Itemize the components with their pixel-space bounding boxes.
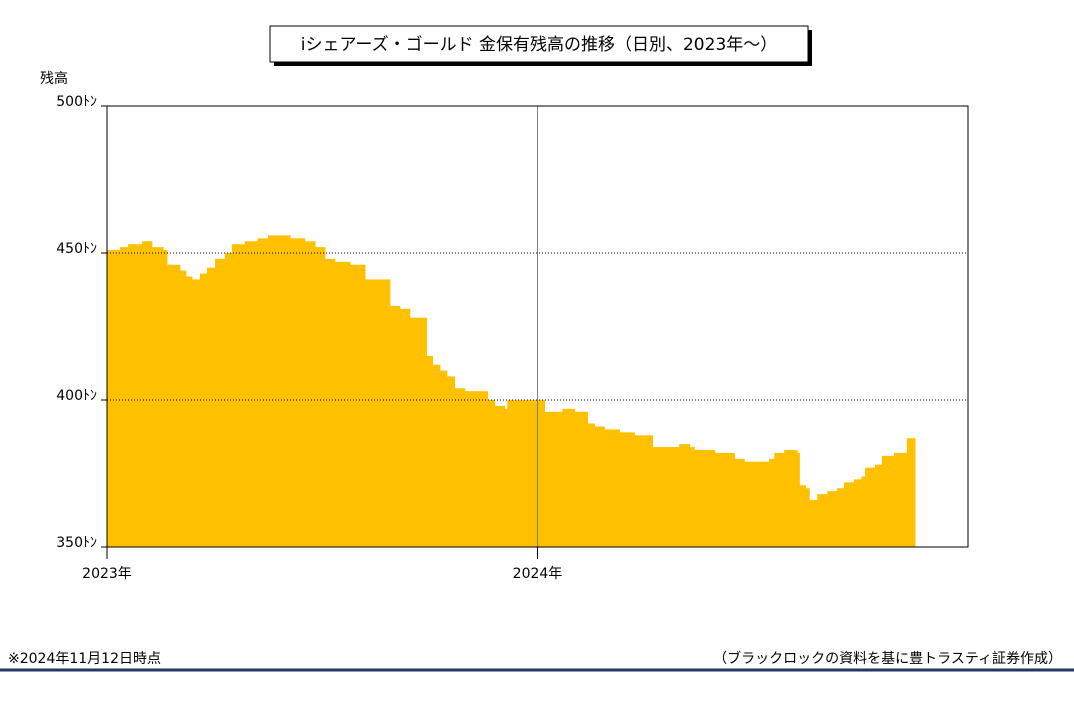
area-step — [809, 499, 818, 547]
area-step — [244, 241, 259, 548]
area-step — [604, 429, 620, 547]
area-step — [865, 467, 876, 547]
area-step — [257, 238, 269, 548]
area-step — [151, 247, 164, 547]
area-step — [559, 411, 564, 547]
area-step — [432, 364, 441, 547]
area-step — [284, 235, 291, 548]
area-step — [128, 244, 143, 547]
y-tick-label: 500ﾄﾝ — [56, 94, 97, 110]
area-step — [797, 452, 800, 547]
area-step — [594, 426, 605, 547]
area-step — [893, 452, 908, 547]
area-step — [774, 452, 785, 547]
area-step — [119, 247, 129, 547]
area-step — [652, 447, 675, 547]
area-step — [384, 279, 391, 547]
area-step — [906, 438, 914, 547]
area-step — [289, 238, 306, 548]
area-step — [409, 317, 428, 547]
area-step — [349, 264, 366, 547]
y-axis-label: 残高 — [40, 70, 68, 87]
area-step — [694, 449, 716, 547]
area-step — [634, 435, 651, 547]
area-step — [744, 461, 770, 547]
area-step — [881, 455, 895, 547]
area-step — [844, 482, 855, 547]
area-step — [426, 355, 434, 547]
area-step — [179, 270, 187, 547]
area-step — [231, 244, 246, 547]
plot-frame — [106, 105, 969, 548]
area-step — [446, 376, 456, 547]
area-step — [268, 235, 286, 548]
area-step — [769, 458, 775, 547]
area-step — [679, 444, 691, 547]
area-step — [439, 370, 448, 547]
area-step — [479, 391, 489, 547]
area-step — [324, 258, 336, 547]
area-step — [714, 452, 735, 547]
area-step — [399, 308, 411, 547]
x-tick-label: 2023年 — [82, 566, 132, 582]
area-step — [649, 435, 654, 547]
area-step — [185, 276, 193, 547]
area-step — [837, 488, 845, 547]
area-step — [334, 261, 351, 547]
area-step — [454, 388, 466, 547]
area-step — [784, 449, 798, 547]
source: （ブラックロックの資料を基に豊トラスティ証券作成） — [713, 650, 1062, 667]
area-step — [464, 391, 480, 547]
area-step — [166, 264, 181, 547]
area-step — [206, 267, 216, 547]
area-step — [853, 479, 862, 547]
x-tick-label: 2024年 — [513, 566, 563, 582]
area-step — [364, 279, 386, 547]
area-step — [861, 476, 866, 547]
y-tick-label: 400ﾄﾝ — [56, 388, 97, 404]
area-step — [817, 494, 828, 547]
area-step — [539, 400, 545, 547]
area-step — [314, 247, 326, 547]
area-step — [805, 488, 810, 547]
title-box — [269, 25, 809, 63]
area-step — [494, 405, 505, 547]
area-step — [827, 491, 838, 547]
area-step — [199, 273, 208, 547]
area-step — [507, 400, 541, 547]
note: ※2024年11月12日時点 — [8, 651, 161, 667]
area-step — [619, 432, 635, 547]
area-step — [562, 408, 576, 547]
area-step — [191, 279, 201, 547]
area-step — [162, 250, 168, 547]
area-step — [544, 411, 561, 547]
area-step — [504, 408, 508, 547]
area-step — [141, 241, 153, 548]
area-step — [487, 400, 496, 547]
area-step — [734, 458, 745, 547]
area-step — [224, 253, 233, 547]
area-step — [304, 241, 316, 548]
area-step — [389, 305, 401, 547]
area-step — [912, 438, 916, 547]
y-tick-label: 350ﾄﾝ — [56, 535, 97, 551]
y-tick-label: 450ﾄﾝ — [56, 241, 97, 257]
area-step — [689, 447, 695, 547]
area-step — [799, 485, 806, 547]
chart-title: iシェアーズ・ゴールド 金保有残高の推移（日別、2023年～） — [301, 34, 778, 55]
area-step — [215, 258, 226, 547]
area-step — [875, 464, 883, 547]
area-step — [107, 250, 121, 547]
area-step — [674, 447, 680, 547]
area-step — [587, 423, 595, 547]
area-step — [574, 411, 589, 547]
